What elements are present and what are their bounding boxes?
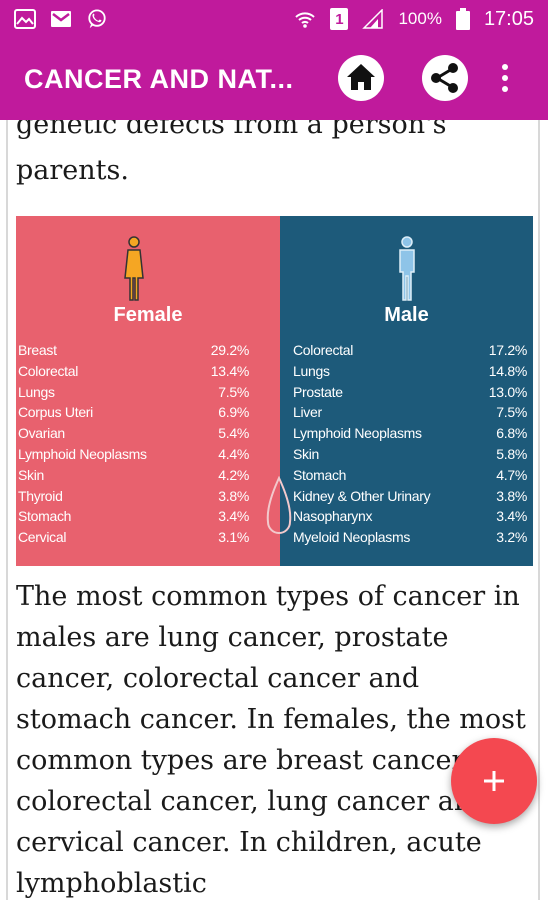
app-bar: CANCER AND NAT... <box>0 38 548 120</box>
male-stat-row: Myeloid Neoplasms 3.2% <box>293 527 527 548</box>
status-right-icons: 1 100% 17:05 <box>294 8 534 31</box>
stat-value: 5.4% <box>218 425 249 442</box>
stat-label: Kidney & Other Urinary <box>293 487 431 504</box>
battery-icon <box>455 8 470 30</box>
stat-value: 7.5% <box>218 383 249 400</box>
article-paragraph-main: The most common types of cancer in males… <box>16 581 526 899</box>
female-stat-row: Colorectal 13.4% <box>18 361 249 382</box>
stat-label: Liver <box>293 404 322 421</box>
male-stat-row: Liver 7.5% <box>293 402 527 423</box>
cancer-infographic: Female Breast 29.2% Colorectal 13.4% Lungs 7.… <box>16 216 533 566</box>
female-panel: Female Breast 29.2% Colorectal 13.4% Lungs 7.… <box>16 216 280 566</box>
male-stat-row: Lungs 14.8% <box>293 361 527 382</box>
female-stat-row: Skin 4.2% <box>18 465 249 486</box>
female-stat-row: Cervical 3.1% <box>18 527 249 548</box>
share-button[interactable] <box>421 54 469 102</box>
article-content[interactable]: genetic defects from a person's parents.… <box>0 120 548 900</box>
stat-label: Breast <box>18 342 57 358</box>
stat-value: 3.4% <box>218 508 249 525</box>
stat-label: Lymphoid Neoplasms <box>293 425 422 442</box>
stat-label: Nasopharynx <box>293 508 373 525</box>
female-stat-row: Corpus Uteri 6.9% <box>18 402 249 423</box>
stat-value: 3.4% <box>496 508 527 525</box>
male-stat-row: Kidney & Other Urinary 3.8% <box>293 486 527 507</box>
gallery-icon <box>14 9 36 29</box>
content-border-left <box>6 120 8 900</box>
wifi-icon <box>295 12 316 28</box>
more-vert-icon <box>502 64 508 92</box>
female-title: Female <box>113 304 183 326</box>
stat-label: Colorectal <box>18 362 79 379</box>
stat-value: 13.0% <box>488 383 528 400</box>
stat-value: 4.2% <box>218 466 249 483</box>
article-paragraph-top: genetic defects from a person's parents. <box>16 120 447 186</box>
stat-label: Lungs <box>293 362 330 379</box>
female-stat-row: Ovarian 5.4% <box>18 423 249 444</box>
stat-value: 5.8% <box>496 445 527 462</box>
stat-label: Stomach <box>293 466 347 483</box>
stat-value: 17.2% <box>488 342 528 358</box>
status-left-icons <box>14 9 108 29</box>
male-figure-icon <box>399 236 415 301</box>
male-title: Male <box>384 304 429 326</box>
stat-label: Thyroid <box>18 487 63 504</box>
droplet-watermark-icon <box>266 476 292 534</box>
male-stats-list: Colorectal 17.2% Lungs 14.8% Prostate 13.0% Li… <box>293 340 527 548</box>
male-stat-row: Nasopharynx 3.4% <box>293 506 527 527</box>
stat-value: 7.5% <box>496 404 527 421</box>
female-stat-row: Stomach 3.4% <box>18 506 249 527</box>
stat-label: Prostate <box>293 383 343 400</box>
stat-label: Skin <box>293 445 320 462</box>
home-icon <box>338 55 384 101</box>
male-stat-row: Stomach 4.7% <box>293 465 527 486</box>
signal-icon <box>362 9 384 29</box>
male-stat-row: Lymphoid Neoplasms 6.8% <box>293 423 527 444</box>
stat-label: Corpus Uteri <box>18 404 93 421</box>
stat-value: 14.8% <box>488 362 528 379</box>
app-title: CANCER AND NAT... <box>24 63 294 94</box>
share-icon <box>422 55 468 101</box>
stat-label: Stomach <box>18 508 72 525</box>
male-panel: Male Colorectal 17.2% Lungs 14.8% Prostate 13… <box>280 216 533 566</box>
stat-value: 3.8% <box>218 487 249 504</box>
stat-value: 4.4% <box>218 445 249 462</box>
content-border-right <box>538 120 540 900</box>
stat-label: Lungs <box>18 383 55 400</box>
plus-icon <box>484 771 504 791</box>
male-stat-row: Colorectal 17.2% <box>293 340 527 361</box>
stat-value: 3.1% <box>218 529 249 546</box>
stat-value: 6.9% <box>218 404 249 421</box>
female-stats-list: Breast 29.2% Colorectal 13.4% Lungs 7.5% Corpu… <box>18 340 249 548</box>
stat-label: Skin <box>18 466 45 483</box>
stat-label: Ovarian <box>18 425 65 442</box>
stat-label: Cervical <box>18 529 67 546</box>
female-stat-row: Lymphoid Neoplasms 4.4% <box>18 444 249 465</box>
add-fab-button[interactable] <box>451 738 537 824</box>
stat-value: 3.2% <box>496 529 527 546</box>
stat-value: 4.7% <box>496 466 527 483</box>
status-bar: 1 100% 17:05 <box>0 0 548 38</box>
stat-value: 13.4% <box>210 362 250 379</box>
status-time: 17:05 <box>483 7 534 30</box>
battery-percent: 100% <box>398 9 442 28</box>
female-stat-row: Thyroid 3.8% <box>18 486 249 507</box>
sim-label: 1 <box>335 10 344 28</box>
home-button[interactable] <box>337 54 385 102</box>
gmail-icon <box>51 11 71 27</box>
female-stat-row: Lungs 7.5% <box>18 382 249 403</box>
stat-label: Colorectal <box>293 342 354 358</box>
stat-label: Myeloid Neoplasms <box>293 529 411 546</box>
female-stat-row: Breast 29.2% <box>18 340 249 361</box>
stat-value: 3.8% <box>496 487 527 504</box>
stat-value: 29.2% <box>210 342 250 358</box>
more-options-button[interactable] <box>490 54 520 102</box>
stat-value: 6.8% <box>496 425 527 442</box>
stat-label: Lymphoid Neoplasms <box>18 445 147 462</box>
male-stat-row: Prostate 13.0% <box>293 382 527 403</box>
male-stat-row: Skin 5.8% <box>293 444 527 465</box>
female-figure-icon <box>124 236 144 301</box>
sim-indicator: 1 <box>330 8 349 30</box>
whatsapp-icon <box>88 9 106 29</box>
